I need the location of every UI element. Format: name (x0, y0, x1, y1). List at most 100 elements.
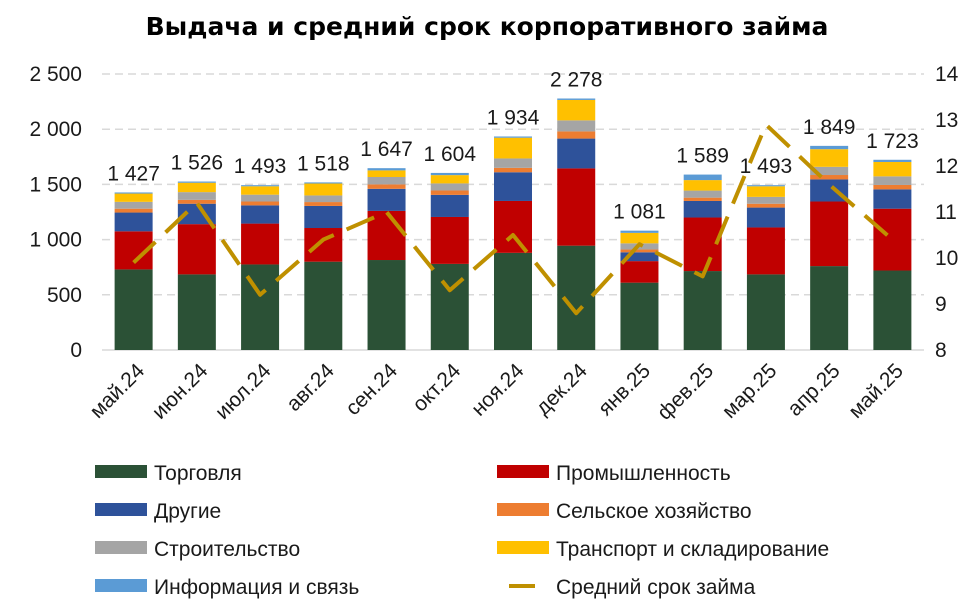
total-data-label: 1 081 (613, 201, 666, 224)
bar-segment (367, 168, 406, 171)
legend-label: Промышленность (556, 462, 731, 485)
bar-segment (304, 202, 343, 206)
x-category-label: мар.25 (718, 359, 782, 423)
x-category-label: май.25 (844, 359, 908, 423)
bar-segment (557, 98, 596, 100)
x-category-label: июл.24 (211, 359, 276, 424)
bar-segment (367, 188, 406, 211)
legend-label: Строительство (154, 538, 300, 561)
y-right-tick-label: 10 (935, 247, 958, 270)
y-left-tick-label: 500 (47, 284, 82, 307)
bar-segment (114, 212, 153, 232)
bar-segment (367, 177, 406, 185)
bar-segment (620, 252, 659, 262)
bar-segment (620, 232, 659, 244)
y-left-tick-label: 1 000 (29, 229, 82, 252)
x-category-label: янв.25 (594, 359, 655, 420)
bar-segment (746, 207, 785, 228)
bar-segment (494, 172, 532, 201)
total-data-label: 1 526 (171, 152, 224, 175)
bar-segment (177, 182, 216, 193)
bar-segment (177, 274, 216, 350)
bar-segment (114, 208, 153, 213)
chart-title: Выдача и средний срок корпоративного зай… (145, 12, 829, 41)
y-right-tick-label: 13 (935, 109, 958, 132)
bar-segment (873, 189, 912, 209)
bar-segment (494, 137, 532, 159)
avg-term-line (132, 122, 894, 316)
bar-segment (367, 184, 406, 189)
bar-segment (873, 208, 912, 271)
bar-segment (746, 196, 785, 204)
bar-segment (873, 161, 912, 177)
y-right-tick-label: 12 (935, 155, 958, 178)
bar-segment (494, 158, 532, 168)
bar-segment (746, 227, 785, 275)
legend-label: Сельское хозяйство (556, 500, 752, 523)
legend-swatch (497, 503, 549, 516)
bar-segment (746, 186, 785, 197)
bar-segment (557, 120, 596, 132)
bar-segment (683, 190, 722, 198)
x-category-label: ноя.24 (467, 359, 529, 421)
bar-segment (873, 184, 912, 190)
total-data-label: 1 723 (866, 130, 919, 153)
legend-label: Транспорт и складирование (556, 538, 829, 561)
bar-segment (241, 186, 280, 195)
total-data-label: 1 589 (676, 145, 729, 168)
total-data-label: 1 518 (297, 152, 350, 175)
x-category-label: авг.24 (282, 359, 339, 416)
total-data-label: 1 604 (423, 143, 476, 166)
bar-segment (304, 195, 343, 203)
total-data-label: 1 493 (740, 155, 793, 178)
bar-segment (430, 263, 469, 350)
bar-segment (810, 145, 849, 150)
x-category-label: дек.24 (531, 359, 592, 420)
bar-segment (557, 131, 596, 139)
bar-segment (304, 261, 343, 350)
bar-segment (304, 228, 343, 262)
bar-segment (683, 174, 722, 181)
bar-segment (810, 179, 849, 202)
y-left-tick-label: 2 000 (29, 118, 82, 141)
bar-segment (683, 217, 722, 272)
total-data-label: 1 647 (360, 138, 413, 161)
bar-segment (430, 194, 469, 217)
bar-segment (430, 172, 469, 176)
bar-segment (177, 199, 216, 204)
bar-segment (367, 170, 406, 178)
total-data-label: 1 849 (803, 116, 856, 139)
bar-segment (177, 192, 216, 200)
x-category-label: сен.24 (341, 359, 402, 420)
bar-segment (873, 270, 912, 350)
x-category-label: апр.25 (783, 359, 844, 420)
y-right-tick-label: 11 (935, 201, 957, 224)
bar-segment (683, 271, 722, 350)
bar-segment (494, 167, 532, 173)
bar-segment (620, 282, 659, 350)
legend-swatch (95, 503, 147, 516)
bar-segment (873, 159, 912, 162)
legend-swatch (497, 465, 549, 478)
bar-segment (494, 136, 532, 138)
bar-segment (873, 176, 912, 185)
bar-segment (494, 200, 532, 253)
bar-segment (810, 166, 849, 176)
legend-label: Другие (154, 500, 221, 523)
bar-segment (494, 252, 532, 350)
bar-segment (557, 138, 596, 169)
bar-segment (683, 197, 722, 201)
legend-label: Торговля (154, 462, 242, 485)
bar-segment (114, 269, 153, 350)
bar-segment (367, 260, 406, 350)
bar-segment (430, 183, 469, 191)
y-right-tick-label: 9 (935, 293, 947, 316)
bar-segment (114, 192, 153, 194)
bar-segment (557, 168, 596, 246)
bar-segment (241, 201, 280, 206)
bar-segment (810, 175, 849, 180)
bar-segment (746, 203, 785, 208)
y-right-tick-label: 8 (935, 339, 947, 362)
legend-label: Информация и связь (154, 576, 359, 599)
total-data-label: 1 427 (107, 162, 160, 185)
